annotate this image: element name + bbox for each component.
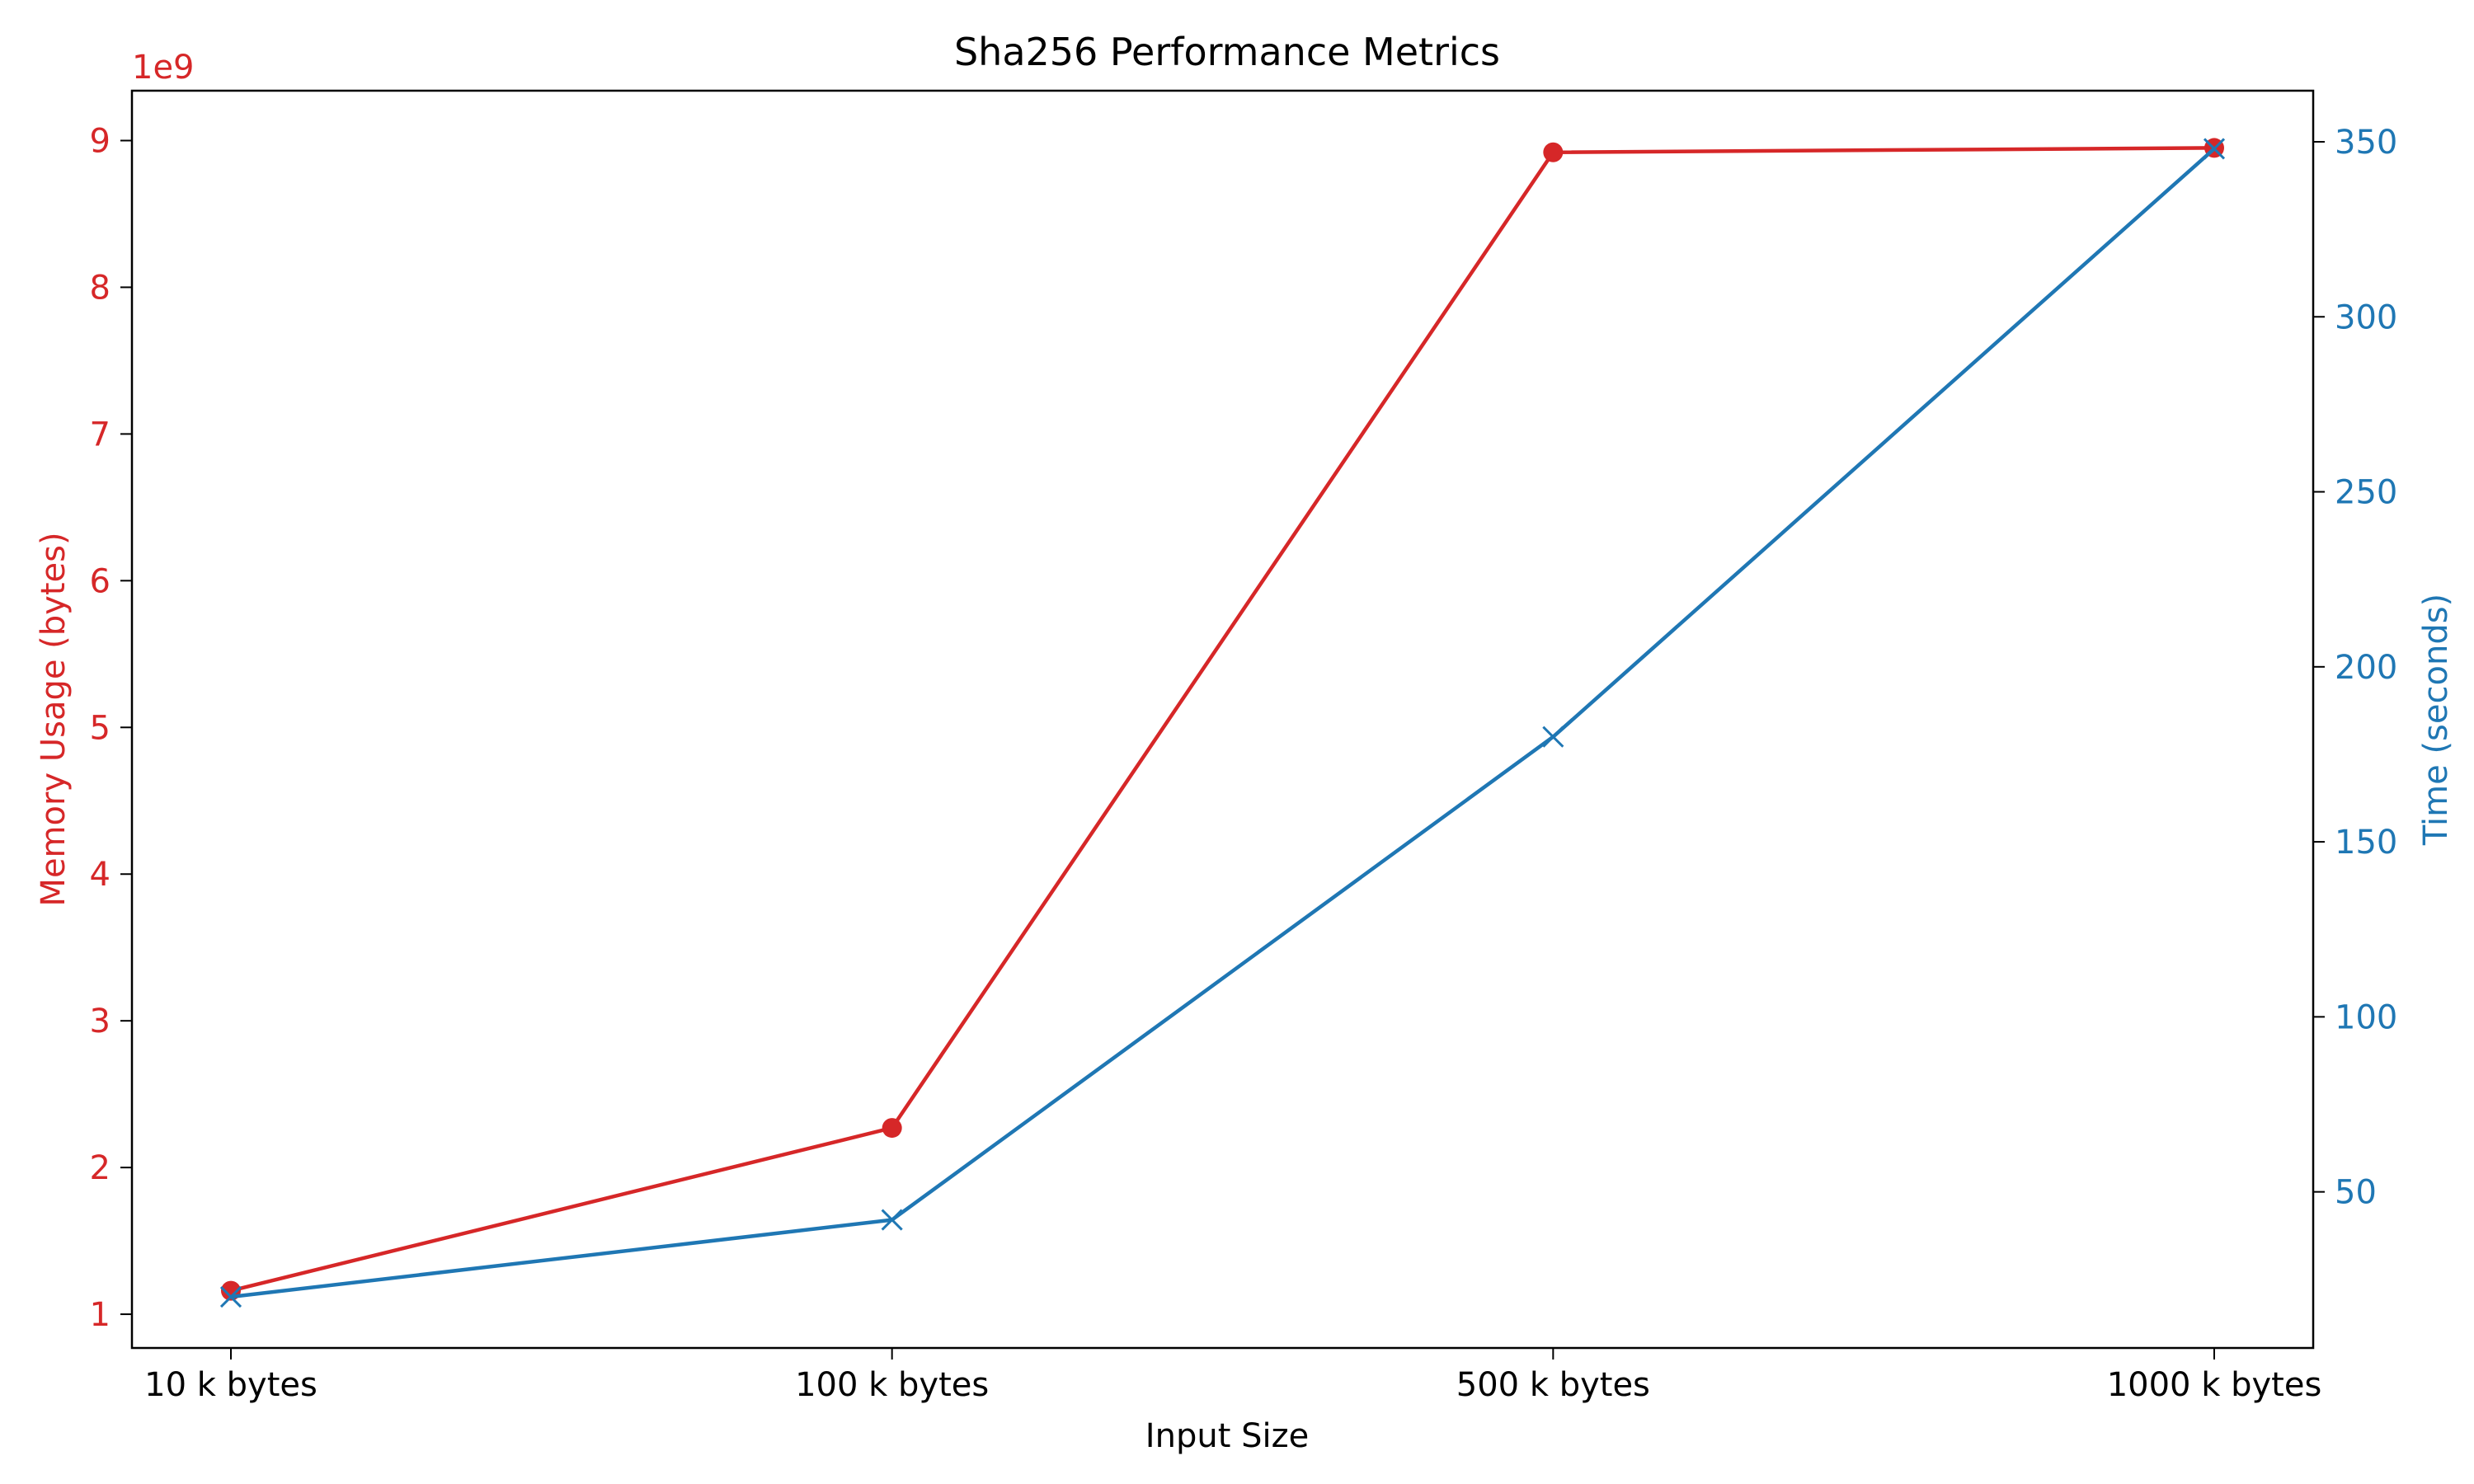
y-left-offset-label: 1e9 bbox=[132, 49, 195, 87]
y-left-tick-label: 1 bbox=[90, 1296, 111, 1334]
y-left-tick-label: 5 bbox=[90, 709, 111, 747]
y-left-tick-label: 4 bbox=[90, 856, 111, 894]
axes-frame bbox=[130, 89, 2315, 1350]
y-right-tick-label: 300 bbox=[2335, 298, 2397, 336]
y-left-tick-label: 8 bbox=[90, 269, 111, 307]
x-tick-label: 100 k bytes bbox=[795, 1366, 989, 1404]
x-tick-label: 500 k bytes bbox=[1456, 1366, 1650, 1404]
data-point bbox=[881, 1209, 903, 1231]
y-right-tick-label: 200 bbox=[2335, 649, 2397, 687]
y-right-tick-label: 150 bbox=[2335, 824, 2397, 862]
data-point bbox=[882, 1118, 902, 1139]
y-left-tick-label: 2 bbox=[90, 1149, 111, 1187]
series-line bbox=[230, 146, 2215, 1293]
y-right-tick-label: 50 bbox=[2335, 1174, 2377, 1212]
y-right-tick-label: 100 bbox=[2335, 998, 2397, 1036]
data-point bbox=[1542, 726, 1564, 748]
data-point bbox=[1543, 142, 1564, 162]
y-left-tick-label: 6 bbox=[90, 562, 111, 600]
data-point-stroke bbox=[1542, 726, 1564, 748]
y-left-tick-label: 3 bbox=[90, 1003, 111, 1040]
data-point-stroke bbox=[2203, 138, 2226, 160]
data-point-stroke bbox=[881, 1209, 903, 1231]
plot-area: 10 k bytes 100 k bytes 500 k bytes 1000 k b… bbox=[90, 89, 2397, 1404]
x-tick-label: 10 k bytes bbox=[144, 1366, 317, 1404]
y-right-axis-label: Time (seconds) bbox=[2417, 594, 2455, 846]
y-left-axis-label: Memory Usage (bytes) bbox=[35, 532, 73, 906]
y-left-tick-label: 7 bbox=[90, 416, 111, 453]
y-right-tick-label: 250 bbox=[2335, 474, 2397, 512]
data-point bbox=[2203, 138, 2226, 160]
y-right-tick-label: 350 bbox=[2335, 124, 2397, 162]
x-tick-label: 1000 k bytes bbox=[2107, 1366, 2322, 1404]
y-left-tick-label: 9 bbox=[90, 123, 111, 161]
data-point bbox=[219, 1285, 242, 1308]
series-line bbox=[230, 147, 2216, 1299]
chart-title: Sha256 Performance Metrics bbox=[954, 30, 1500, 74]
x-axis-label: Input Size bbox=[1145, 1417, 1309, 1455]
data-point-stroke bbox=[219, 1285, 242, 1308]
